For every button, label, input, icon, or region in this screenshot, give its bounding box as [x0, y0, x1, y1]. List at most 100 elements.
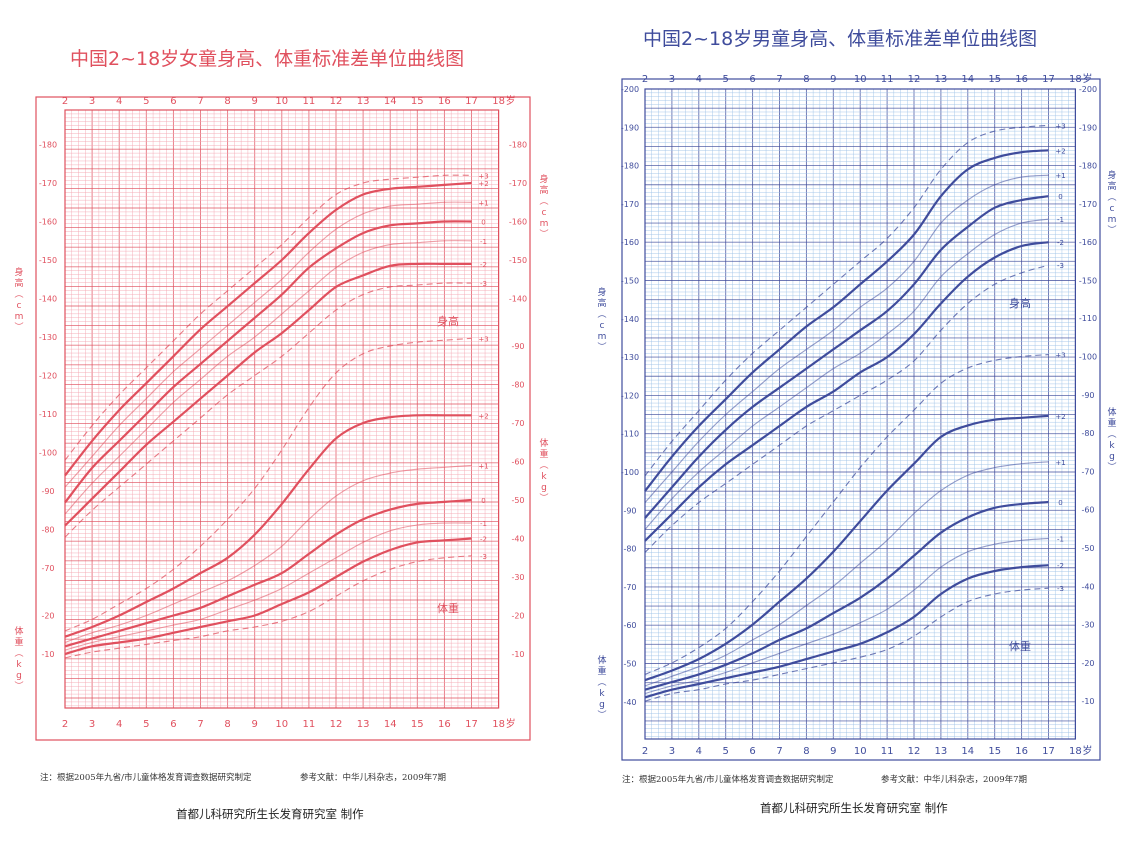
- weight-tick-label: -80: [511, 381, 524, 390]
- age-tick-label: 4: [116, 719, 122, 730]
- svg-text:体: 体: [539, 437, 548, 449]
- height-tick-label: -160: [509, 218, 527, 227]
- svg-text:g: g: [541, 483, 547, 493]
- height-tick-label: -180: [621, 162, 639, 171]
- height-tick-label: -180: [1079, 162, 1097, 171]
- age-tick-label: 4: [116, 96, 122, 107]
- weight-tick-label: -40: [511, 535, 524, 544]
- height-tick-label: -90: [41, 487, 54, 496]
- weight-sd-label: 0: [1058, 499, 1062, 507]
- weight-tick-label: -10: [1081, 697, 1094, 706]
- height-tick-label: -120: [39, 372, 57, 381]
- height-tick-label: -150: [39, 256, 57, 265]
- age-tick-label: 2: [62, 96, 68, 107]
- height-tick-label: -170: [509, 179, 527, 188]
- boys-reference: 参考文献：中华儿科杂志，2009年7期: [881, 775, 1028, 785]
- weight-sd-label: -1: [1057, 535, 1064, 543]
- weight-tick-label: -90: [511, 342, 524, 351]
- height-tick-label: -100: [621, 468, 639, 477]
- svg-text:m: m: [540, 219, 549, 229]
- girls-footnote: 注：根据2005年九省/市儿童体格发育调查数据研究制定: [40, 773, 252, 783]
- age-tick-label: 9: [252, 719, 258, 730]
- height-tick-label: -150: [621, 277, 639, 286]
- age-tick-label: 13: [357, 719, 370, 730]
- weight-tick-label: -20: [1081, 659, 1094, 668]
- weight-curve: [644, 564, 1049, 699]
- height-sd-label: 0: [481, 219, 485, 227]
- height-sd-label: -3: [1057, 262, 1064, 270]
- boys-maker: 首都儿科研究所生长发育研究室 制作: [760, 801, 948, 815]
- weight-tick-label: -20: [511, 612, 524, 621]
- svg-text:︵: ︵: [1107, 193, 1116, 203]
- height-curve: [644, 195, 1049, 519]
- svg-text:重: 重: [1107, 417, 1116, 429]
- height-tick-label: -90: [623, 506, 636, 515]
- height-tick-label: -110: [39, 410, 57, 419]
- svg-text:身: 身: [539, 173, 548, 185]
- left-height-axis-title: 身高︵cm︶: [597, 286, 606, 353]
- weight-tick-label: -50: [511, 496, 524, 505]
- weight-tick-label: -90: [1081, 391, 1094, 400]
- age-tick-label: 14: [961, 746, 974, 757]
- age-tick-label: 6: [749, 746, 755, 757]
- height-tick-label: -130: [621, 353, 639, 362]
- weight-curve: [64, 522, 472, 651]
- height-region-label: 身高: [1009, 296, 1031, 310]
- age-tick-label: 10: [854, 746, 867, 757]
- svg-text:︵: ︵: [14, 649, 23, 659]
- age-tick-label: 8: [224, 96, 230, 107]
- age-tick-label: 5: [723, 746, 729, 757]
- age-tick-label: 14: [384, 96, 397, 107]
- svg-text:高: 高: [1107, 180, 1116, 192]
- age-tick-label: 9: [830, 74, 836, 85]
- svg-text:身: 身: [14, 266, 23, 278]
- age-tick-label: 5: [723, 74, 729, 85]
- age-tick-label: 12: [330, 96, 343, 107]
- height-tick-label: -120: [621, 391, 639, 400]
- weight-sd-label: -2: [480, 536, 487, 544]
- age-tick-label: 3: [89, 719, 95, 730]
- age-tick-label: 17: [465, 96, 478, 107]
- height-tick-label: -140: [509, 295, 527, 304]
- age-tick-label: 10: [854, 74, 867, 85]
- height-tick-label: -150: [509, 256, 527, 265]
- height-curve: [64, 201, 472, 488]
- height-sd-label: +3: [478, 172, 488, 180]
- svg-text:身: 身: [597, 286, 606, 298]
- weight-curve: [644, 461, 1049, 687]
- age-tick-label: 13: [357, 96, 370, 107]
- height-sd-label: -1: [480, 238, 487, 246]
- svg-text:高: 高: [539, 184, 548, 196]
- age-tick-label: 4: [696, 746, 702, 757]
- age-tick-label: 17: [465, 719, 478, 730]
- svg-text:体: 体: [597, 654, 606, 666]
- weight-sd-label: 0: [481, 497, 485, 505]
- age-tick-label: 11: [303, 96, 316, 107]
- age-tick-label: 9: [830, 746, 836, 757]
- weight-curve: [644, 537, 1049, 695]
- height-tick-label: -200: [621, 85, 639, 94]
- weight-tick-label: -30: [1081, 621, 1094, 630]
- height-tick-label: -160: [1079, 238, 1097, 247]
- weight-sd-label: -2: [1057, 562, 1064, 570]
- age-tick-label: 7: [197, 96, 203, 107]
- weight-sd-label: -3: [480, 553, 487, 561]
- height-tick-label: -80: [623, 545, 636, 554]
- age-tick-label: 8: [224, 719, 230, 730]
- weight-tick-label: -70: [1081, 467, 1094, 476]
- svg-text:︵: ︵: [1107, 430, 1116, 440]
- age-tick-label: 18: [1069, 74, 1082, 85]
- height-tick-label: -170: [621, 200, 639, 209]
- chart-frame: [35, 96, 531, 741]
- weight-curve: [644, 354, 1049, 675]
- weight-tick-label: -10: [41, 650, 54, 659]
- height-tick-label: -70: [41, 564, 54, 573]
- height-tick-label: -170: [39, 179, 57, 188]
- height-sd-label: -1: [1057, 216, 1064, 224]
- height-tick-label: -130: [39, 333, 57, 342]
- age-tick-label: 15: [988, 74, 1001, 85]
- height-sd-label: 0: [1058, 193, 1062, 201]
- height-curve: [644, 241, 1049, 542]
- age-tick-label: 14: [384, 719, 397, 730]
- age-tick-label: 13: [935, 74, 948, 85]
